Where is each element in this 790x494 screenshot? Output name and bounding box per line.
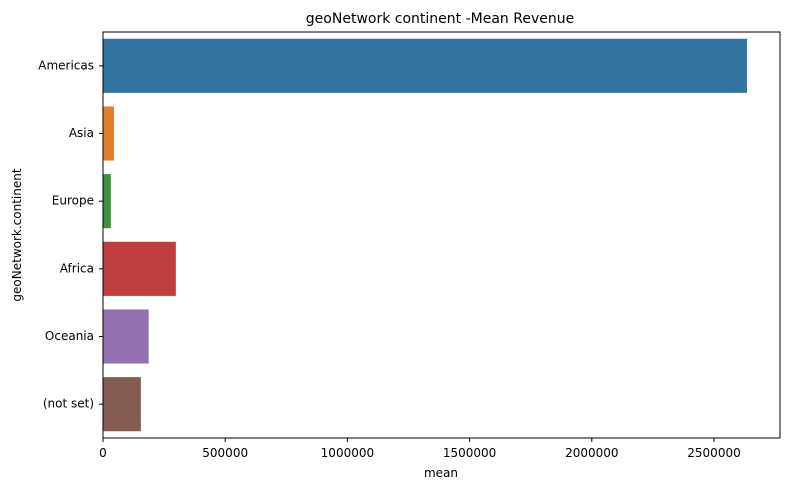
bar-europe [103,174,111,229]
y-tick-label: (not set) [43,397,94,411]
x-tick-label: 2500000 [687,446,740,460]
y-axis-ticks: Americas Asia Europe Africa Oceania (not set) [38,58,103,411]
x-axis-ticks: 0 500000 1000000 1500000 2000000 2500000 [99,438,741,460]
x-axis-label: mean [424,466,458,480]
y-tick-label: Africa [60,261,94,275]
x-tick-label: 0 [99,446,107,460]
bar-not-set [103,377,141,432]
y-tick-label: Oceania [45,329,94,343]
plot-frame [102,31,781,439]
x-tick-label: 500000 [202,446,248,460]
bar-oceania [103,309,149,364]
bar-asia [103,106,114,161]
y-tick-label: Asia [69,126,94,140]
x-tick-label: 1000000 [321,446,374,460]
bar-africa [103,241,176,296]
x-tick-label: 2000000 [565,446,618,460]
chart-title: geoNetwork continent -Mean Revenue [306,11,574,27]
y-axis-label: geoNetwork.continent [10,168,24,301]
x-tick-label: 1500000 [443,446,496,460]
bars-group [103,38,748,432]
y-tick-label: Europe [52,194,94,208]
y-tick-label: Americas [38,58,94,72]
bar-americas [103,38,748,93]
